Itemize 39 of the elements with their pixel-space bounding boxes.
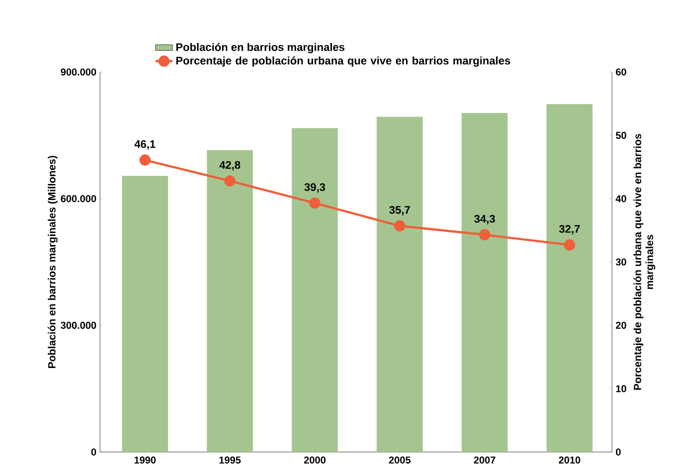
data-label: 34,3 bbox=[474, 214, 495, 224]
y2-tick-label: 30 bbox=[616, 258, 626, 266]
bar bbox=[546, 104, 593, 452]
y-tick-label: 300.000 bbox=[60, 322, 96, 329]
y-tick-label: 600.000 bbox=[60, 195, 96, 202]
bar bbox=[292, 128, 338, 452]
y2-tick-label: 50 bbox=[616, 132, 626, 139]
x-tick-label: 1995 bbox=[219, 456, 241, 464]
bar bbox=[206, 150, 253, 452]
y2-tick-label: 0 bbox=[616, 448, 621, 456]
bar bbox=[462, 112, 508, 452]
data-label: 42,8 bbox=[219, 161, 240, 170]
point bbox=[564, 239, 576, 250]
legend-label: Población en barrios marginales bbox=[176, 42, 344, 54]
y2-tick-label: 40 bbox=[616, 195, 626, 202]
x-tick-label: 2007 bbox=[474, 456, 496, 464]
data-label: 35,7 bbox=[389, 206, 410, 216]
point bbox=[139, 154, 151, 166]
point bbox=[479, 229, 490, 240]
x-tick-label: 1990 bbox=[134, 456, 156, 464]
y2-tick-label: 60 bbox=[616, 68, 626, 76]
x-tick-label: 2005 bbox=[388, 456, 411, 464]
data-label: 39,3 bbox=[304, 183, 326, 193]
y2-tick-label: 10 bbox=[616, 385, 626, 392]
y-tick-label: 0 bbox=[91, 448, 96, 456]
point bbox=[394, 220, 406, 232]
x-tick-label: 2000 bbox=[304, 456, 326, 464]
y-tick-label: 900.000 bbox=[60, 68, 96, 76]
bar bbox=[122, 176, 168, 452]
y2-tick-label: 20 bbox=[616, 322, 626, 329]
data-label: 46,1 bbox=[134, 140, 156, 150]
point bbox=[309, 198, 320, 209]
data-label: 32,7 bbox=[559, 225, 580, 234]
x-tick-label: 2010 bbox=[558, 456, 580, 464]
y-axis-title: Población en barrios marginales (Millones) bbox=[48, 156, 58, 368]
y2-axis-title: Porcentaje de población urbana que vive en barrios marginales bbox=[633, 134, 656, 390]
bar bbox=[376, 116, 423, 452]
legend-label: Porcentaje de población urbana que vive en barrios marginales bbox=[176, 56, 510, 67]
point bbox=[224, 175, 236, 187]
